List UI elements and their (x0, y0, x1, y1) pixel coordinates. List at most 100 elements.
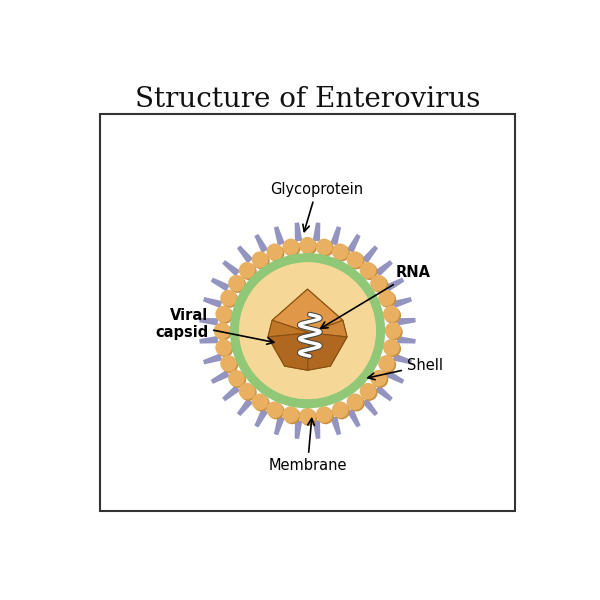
Circle shape (240, 384, 257, 401)
Circle shape (220, 290, 237, 307)
Circle shape (317, 240, 334, 257)
Polygon shape (313, 223, 320, 241)
Polygon shape (222, 385, 240, 401)
Polygon shape (397, 336, 416, 344)
Polygon shape (254, 234, 268, 253)
Text: Glycoprotein: Glycoprotein (270, 182, 364, 232)
Text: Membrane: Membrane (268, 419, 347, 473)
Circle shape (383, 339, 400, 356)
Circle shape (230, 371, 246, 388)
Polygon shape (268, 289, 347, 370)
Circle shape (268, 245, 284, 262)
Circle shape (378, 355, 395, 372)
Circle shape (370, 370, 387, 386)
Polygon shape (274, 416, 285, 435)
Circle shape (383, 306, 400, 322)
Circle shape (380, 291, 396, 308)
Circle shape (221, 291, 238, 308)
Polygon shape (397, 318, 416, 326)
Circle shape (251, 394, 268, 410)
Circle shape (283, 239, 299, 255)
Polygon shape (211, 370, 230, 384)
Circle shape (239, 262, 376, 399)
Polygon shape (254, 409, 268, 428)
Circle shape (266, 244, 283, 260)
Circle shape (385, 307, 401, 324)
Polygon shape (392, 353, 412, 364)
Polygon shape (308, 333, 347, 370)
Circle shape (333, 245, 350, 262)
Circle shape (230, 253, 385, 409)
Circle shape (253, 253, 270, 269)
Circle shape (371, 371, 388, 388)
Polygon shape (268, 320, 310, 337)
Bar (100, 113, 515, 511)
Circle shape (266, 401, 283, 418)
Circle shape (386, 324, 403, 340)
Circle shape (371, 277, 388, 293)
Circle shape (230, 277, 246, 293)
Text: Shell: Shell (368, 358, 443, 380)
Polygon shape (347, 409, 361, 428)
Circle shape (214, 322, 230, 339)
Polygon shape (385, 370, 404, 384)
Circle shape (228, 275, 245, 292)
Polygon shape (222, 260, 240, 277)
Circle shape (347, 394, 364, 410)
Circle shape (215, 324, 232, 340)
Circle shape (283, 406, 299, 423)
Circle shape (217, 340, 233, 357)
Circle shape (268, 403, 284, 419)
Polygon shape (199, 336, 218, 344)
Circle shape (348, 395, 365, 412)
Polygon shape (347, 234, 361, 253)
Circle shape (251, 251, 268, 268)
Circle shape (348, 253, 365, 269)
Polygon shape (295, 223, 302, 241)
Circle shape (370, 275, 387, 292)
Circle shape (299, 408, 316, 425)
Circle shape (332, 401, 349, 418)
Circle shape (217, 307, 233, 324)
Polygon shape (211, 278, 230, 292)
Polygon shape (375, 385, 393, 401)
Polygon shape (237, 398, 253, 416)
Polygon shape (237, 245, 253, 263)
Circle shape (215, 306, 232, 322)
Text: Viral
capsid: Viral capsid (155, 308, 274, 344)
Circle shape (385, 322, 401, 339)
Polygon shape (295, 420, 302, 439)
Circle shape (284, 240, 301, 257)
Polygon shape (330, 416, 341, 435)
Polygon shape (362, 245, 378, 263)
Circle shape (385, 340, 401, 357)
Circle shape (361, 384, 377, 401)
Polygon shape (310, 320, 347, 337)
Text: Structure of Enterovirus: Structure of Enterovirus (135, 86, 480, 113)
Circle shape (239, 262, 376, 399)
Polygon shape (274, 226, 285, 245)
Polygon shape (392, 297, 412, 308)
Circle shape (378, 290, 395, 307)
Circle shape (332, 244, 349, 260)
Circle shape (359, 262, 376, 278)
Circle shape (301, 238, 317, 255)
Circle shape (239, 383, 256, 400)
Polygon shape (272, 289, 343, 333)
Circle shape (361, 263, 377, 280)
Circle shape (253, 395, 270, 412)
Circle shape (333, 403, 350, 419)
Polygon shape (330, 226, 341, 245)
Polygon shape (375, 260, 393, 277)
Circle shape (316, 239, 332, 255)
Circle shape (239, 262, 256, 278)
Circle shape (240, 263, 257, 280)
Circle shape (228, 370, 245, 386)
Circle shape (215, 339, 232, 356)
Circle shape (301, 409, 317, 426)
Polygon shape (313, 420, 320, 439)
Circle shape (284, 407, 301, 424)
Circle shape (359, 383, 376, 400)
Polygon shape (268, 333, 310, 370)
Text: RNA: RNA (321, 265, 430, 328)
